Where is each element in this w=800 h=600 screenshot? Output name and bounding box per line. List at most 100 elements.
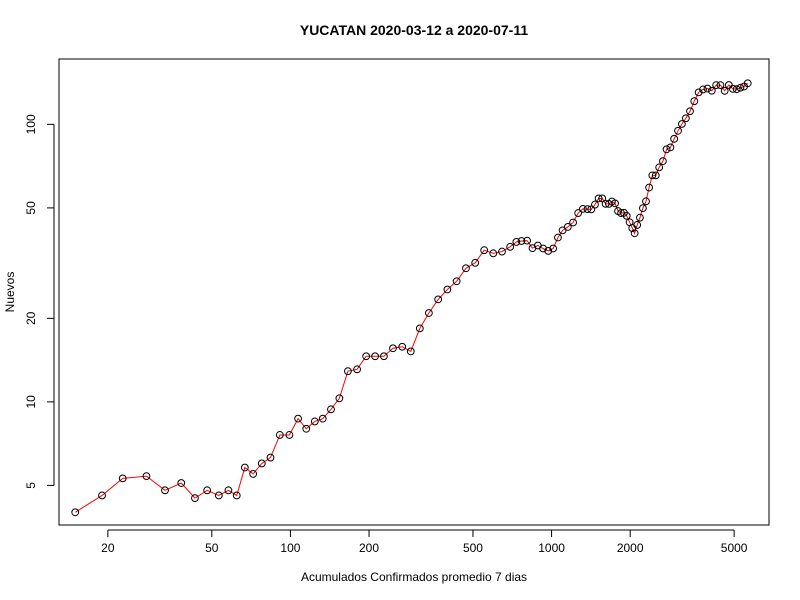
data-point <box>498 247 506 256</box>
data-point <box>662 145 671 154</box>
data-point <box>716 81 725 90</box>
data-point <box>389 344 397 353</box>
data-point <box>732 85 741 94</box>
data-point <box>611 199 619 208</box>
x-axis: 20 50 100 200 500 1000 2000 5000 <box>101 529 748 555</box>
data-point <box>443 285 452 294</box>
data-point <box>728 84 737 93</box>
data-point <box>549 244 558 253</box>
data-point <box>707 86 716 95</box>
x-axis-label: Acumulados Confirmados promedio 7 dias <box>301 570 527 584</box>
data-point <box>489 249 498 258</box>
data-point <box>424 309 433 317</box>
data-point <box>574 209 583 217</box>
data-point <box>651 171 660 180</box>
x-tick-label: 50 <box>205 541 219 555</box>
x-tick-label: 2000 <box>617 541 644 555</box>
data-point <box>471 258 480 267</box>
data-point <box>177 479 186 487</box>
data-point <box>554 233 562 242</box>
data-point <box>415 324 424 333</box>
series-line <box>74 82 749 513</box>
x-tick-label: 1000 <box>538 541 565 555</box>
chart-title: YUCATAN 2020-03-12 a 2020-07-11 <box>300 22 528 38</box>
data-point <box>353 365 361 374</box>
data-point <box>720 86 729 95</box>
data-point <box>703 84 712 93</box>
data-point <box>71 508 80 517</box>
y-axis-label: Nuevos <box>3 272 17 313</box>
data-point <box>398 342 407 351</box>
data-point <box>598 194 607 203</box>
data-point <box>686 107 694 116</box>
y-axis: 5 10 20 50 100 <box>24 114 55 489</box>
y-tick-label: 50 <box>24 201 38 215</box>
data-point <box>249 470 258 478</box>
data-point <box>591 200 599 209</box>
data-point <box>630 229 639 238</box>
data-point <box>310 417 319 426</box>
data-point <box>690 97 699 106</box>
data-point <box>638 204 647 213</box>
data-point <box>462 264 470 273</box>
data-point <box>622 211 631 220</box>
data-point <box>327 405 335 414</box>
data-point <box>587 205 596 214</box>
data-points <box>71 79 752 517</box>
y-tick-label: 10 <box>24 395 38 409</box>
data-point <box>517 237 526 245</box>
data-point <box>285 431 294 439</box>
data-point <box>335 394 344 403</box>
plot-frame <box>58 58 770 526</box>
data-point <box>736 83 745 92</box>
data-point <box>343 367 352 376</box>
data-point <box>257 459 266 468</box>
data-point <box>434 295 443 304</box>
x-tick-label: 5000 <box>721 541 748 555</box>
data-point <box>266 453 275 462</box>
data-point <box>642 197 650 206</box>
data-point <box>563 223 572 231</box>
data-point <box>118 474 127 483</box>
data-point <box>302 424 311 433</box>
data-point <box>362 352 371 361</box>
data-point <box>406 347 415 356</box>
data-point <box>658 157 667 166</box>
data-point <box>636 213 644 222</box>
data-point <box>648 171 657 180</box>
data-point <box>379 352 388 361</box>
data-point <box>232 491 241 500</box>
data-point <box>583 205 592 214</box>
data-point <box>191 494 199 503</box>
data-point <box>480 246 489 255</box>
data-point <box>645 183 654 192</box>
data-point <box>224 486 233 495</box>
data-point <box>578 204 587 213</box>
data-point <box>318 414 327 423</box>
x-tick-label: 500 <box>463 541 483 555</box>
y-tick-label: 100 <box>24 114 38 134</box>
data-point <box>161 486 169 495</box>
data-point <box>544 246 553 255</box>
data-point <box>452 277 461 286</box>
data-point <box>569 218 578 227</box>
data-point <box>681 114 690 123</box>
data-point <box>203 486 212 495</box>
x-tick-label: 200 <box>359 541 379 555</box>
data-point <box>98 491 106 500</box>
data-point <box>743 79 752 88</box>
data-point <box>539 244 548 253</box>
data-point <box>275 431 284 439</box>
data-point <box>655 163 664 172</box>
data-point <box>666 143 675 152</box>
data-point <box>633 221 642 229</box>
data-point <box>594 194 603 203</box>
data-point <box>294 414 302 423</box>
data-point <box>214 491 223 500</box>
data-point <box>512 238 521 246</box>
x-tick-label: 100 <box>280 541 300 555</box>
data-point <box>674 126 682 135</box>
data-point <box>677 120 686 128</box>
x-tick-label: 20 <box>101 541 115 555</box>
